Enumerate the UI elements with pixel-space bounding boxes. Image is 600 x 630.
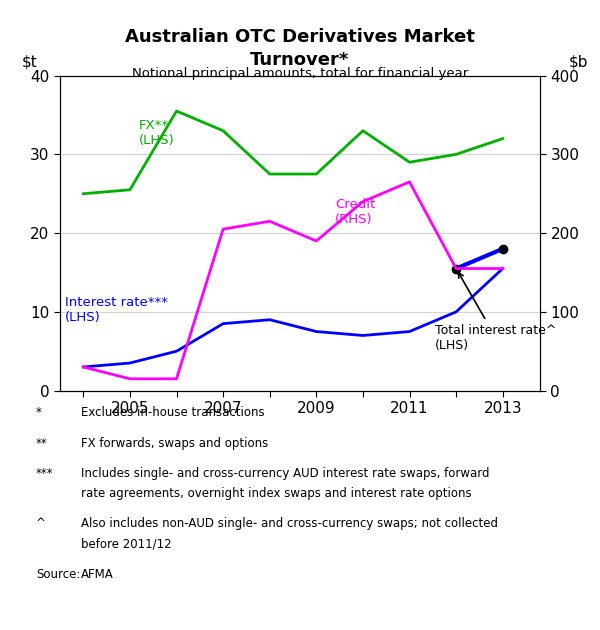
Text: Notional principal amounts, total for financial year: Notional principal amounts, total for fi… [132, 67, 468, 81]
Text: before 2011/12: before 2011/12 [81, 537, 172, 551]
Text: Credit
(RHS): Credit (RHS) [335, 198, 375, 226]
Text: Excludes in-house transactions: Excludes in-house transactions [81, 406, 265, 420]
Text: Australian OTC Derivatives Market
Turnover*: Australian OTC Derivatives Market Turnov… [125, 28, 475, 69]
Text: $b: $b [569, 54, 588, 69]
Text: $t: $t [22, 54, 37, 69]
Text: **: ** [36, 437, 48, 450]
Text: *: * [36, 406, 42, 420]
Text: FX forwards, swaps and options: FX forwards, swaps and options [81, 437, 268, 450]
Text: ***: *** [36, 467, 53, 480]
Text: Also includes non-AUD single- and cross-currency swaps; not collected: Also includes non-AUD single- and cross-… [81, 517, 498, 530]
Text: rate agreements, overnight index swaps and interest rate options: rate agreements, overnight index swaps a… [81, 487, 472, 500]
Text: FX**
(LHS): FX** (LHS) [139, 119, 175, 147]
Text: ^: ^ [36, 517, 46, 530]
Text: Interest rate***
(LHS): Interest rate*** (LHS) [65, 296, 167, 324]
Text: Total interest rate^
(LHS): Total interest rate^ (LHS) [435, 273, 557, 352]
Text: AFMA: AFMA [81, 568, 114, 581]
Text: Source:: Source: [36, 568, 80, 581]
Text: Includes single- and cross-currency AUD interest rate swaps, forward: Includes single- and cross-currency AUD … [81, 467, 490, 480]
